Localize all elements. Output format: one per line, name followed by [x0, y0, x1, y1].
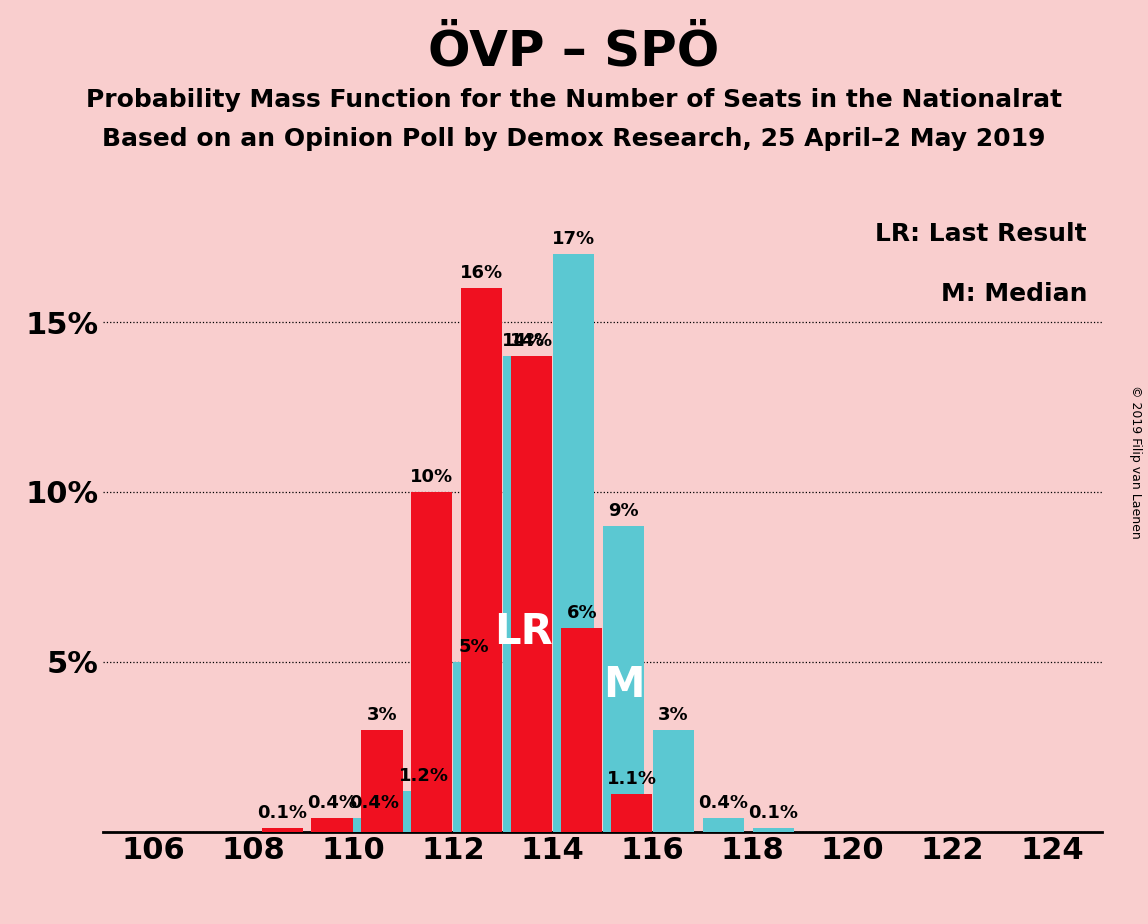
Text: 9%: 9%	[608, 502, 639, 520]
Text: 17%: 17%	[552, 230, 596, 249]
Bar	[503, 356, 544, 832]
Text: M: Median: M: Median	[940, 282, 1087, 306]
Text: 16%: 16%	[460, 264, 504, 282]
Bar	[461, 288, 503, 832]
Bar	[411, 492, 452, 832]
Text: M: M	[603, 663, 644, 706]
Text: LR: LR	[495, 611, 553, 653]
Bar	[611, 795, 652, 832]
Text: Probability Mass Function for the Number of Seats in the Nationalrat: Probability Mass Function for the Number…	[86, 88, 1062, 112]
Text: 0.4%: 0.4%	[698, 794, 748, 812]
Text: 1.2%: 1.2%	[398, 767, 449, 784]
Text: 6%: 6%	[566, 603, 597, 622]
Text: 0.4%: 0.4%	[307, 794, 357, 812]
Bar	[262, 828, 303, 832]
Text: 1.1%: 1.1%	[606, 770, 657, 788]
Bar	[362, 730, 403, 832]
Text: 0.1%: 0.1%	[748, 804, 799, 822]
Bar	[453, 662, 495, 832]
Bar	[311, 818, 352, 832]
Text: 3%: 3%	[658, 706, 689, 723]
Bar	[653, 730, 695, 832]
Text: 0.1%: 0.1%	[257, 804, 308, 822]
Text: 14%: 14%	[510, 332, 553, 350]
Text: 0.4%: 0.4%	[349, 794, 400, 812]
Bar	[511, 356, 552, 832]
Text: LR: Last Result: LR: Last Result	[876, 222, 1087, 246]
Text: 5%: 5%	[458, 638, 489, 656]
Text: © 2019 Filip van Laenen: © 2019 Filip van Laenen	[1130, 385, 1142, 539]
Text: 14%: 14%	[502, 332, 545, 350]
Bar	[703, 818, 744, 832]
Bar	[753, 828, 794, 832]
Bar	[553, 254, 595, 832]
Bar	[561, 627, 603, 832]
Text: Based on an Opinion Poll by Demox Research, 25 April–2 May 2019: Based on an Opinion Poll by Demox Resear…	[102, 127, 1046, 151]
Bar	[603, 526, 644, 832]
Text: 10%: 10%	[410, 468, 453, 486]
Text: ÖVP – SPÖ: ÖVP – SPÖ	[428, 28, 720, 76]
Text: 3%: 3%	[366, 706, 397, 723]
Bar	[354, 818, 395, 832]
Bar	[403, 791, 444, 832]
